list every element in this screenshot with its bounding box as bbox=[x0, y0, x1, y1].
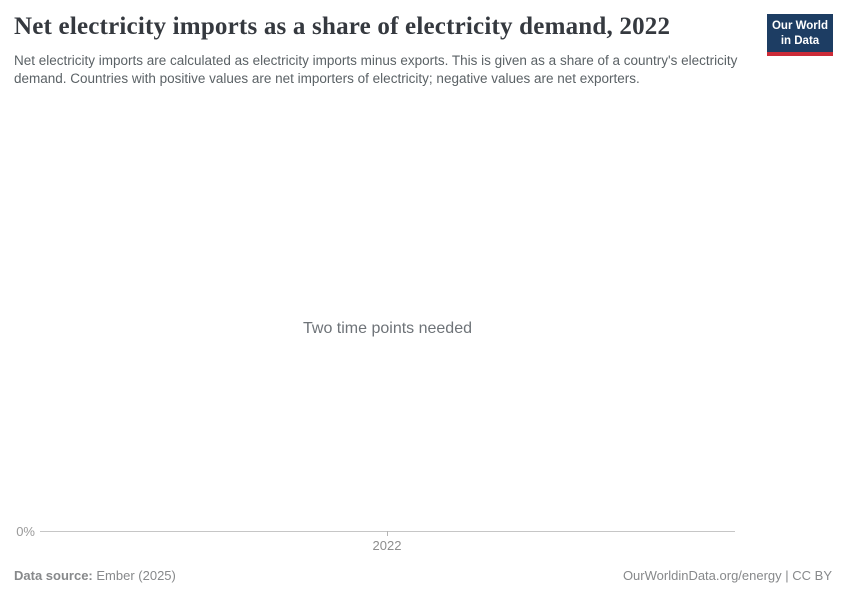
empty-state-message: Two time points needed bbox=[303, 320, 472, 337]
owid-logo-line2: in Data bbox=[780, 34, 820, 47]
data-source-label: Data source: bbox=[14, 568, 93, 583]
chart-footer: Data source: Ember (2025) OurWorldinData… bbox=[14, 568, 832, 583]
x-axis-tick bbox=[387, 531, 388, 536]
license-link[interactable]: OurWorldinData.org/energy | CC BY bbox=[622, 568, 832, 583]
owid-logo-line1: Our World bbox=[771, 20, 828, 32]
data-source[interactable]: Data source: Ember (2025) bbox=[14, 568, 176, 583]
x-axis-tick-label: 2022 bbox=[372, 538, 402, 553]
owid-logo[interactable]: Our World in Data bbox=[767, 14, 833, 57]
data-source-value: Ember (2025) bbox=[96, 568, 176, 583]
chart-title: Net electricity imports as a share of el… bbox=[14, 13, 671, 40]
chart-subtitle: Net electricity imports are calculated a… bbox=[14, 53, 738, 86]
y-axis-tick-label: 0% bbox=[16, 524, 35, 539]
